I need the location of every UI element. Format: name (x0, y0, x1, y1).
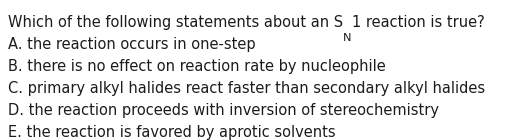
Text: Which of the following statements about an S: Which of the following statements about … (8, 15, 343, 30)
Text: E. the reaction is favored by aprotic solvents: E. the reaction is favored by aprotic so… (8, 125, 335, 140)
Text: 1 reaction is true?: 1 reaction is true? (352, 15, 485, 30)
Text: A. the reaction occurs in one-step: A. the reaction occurs in one-step (8, 37, 256, 52)
Text: N: N (343, 33, 352, 43)
Text: D. the reaction proceeds with inversion of stereochemistry: D. the reaction proceeds with inversion … (8, 103, 439, 118)
Text: B. there is no effect on reaction rate by nucleophile: B. there is no effect on reaction rate b… (8, 59, 386, 74)
Text: C. primary alkyl halides react faster than secondary alkyl halides: C. primary alkyl halides react faster th… (8, 81, 485, 96)
